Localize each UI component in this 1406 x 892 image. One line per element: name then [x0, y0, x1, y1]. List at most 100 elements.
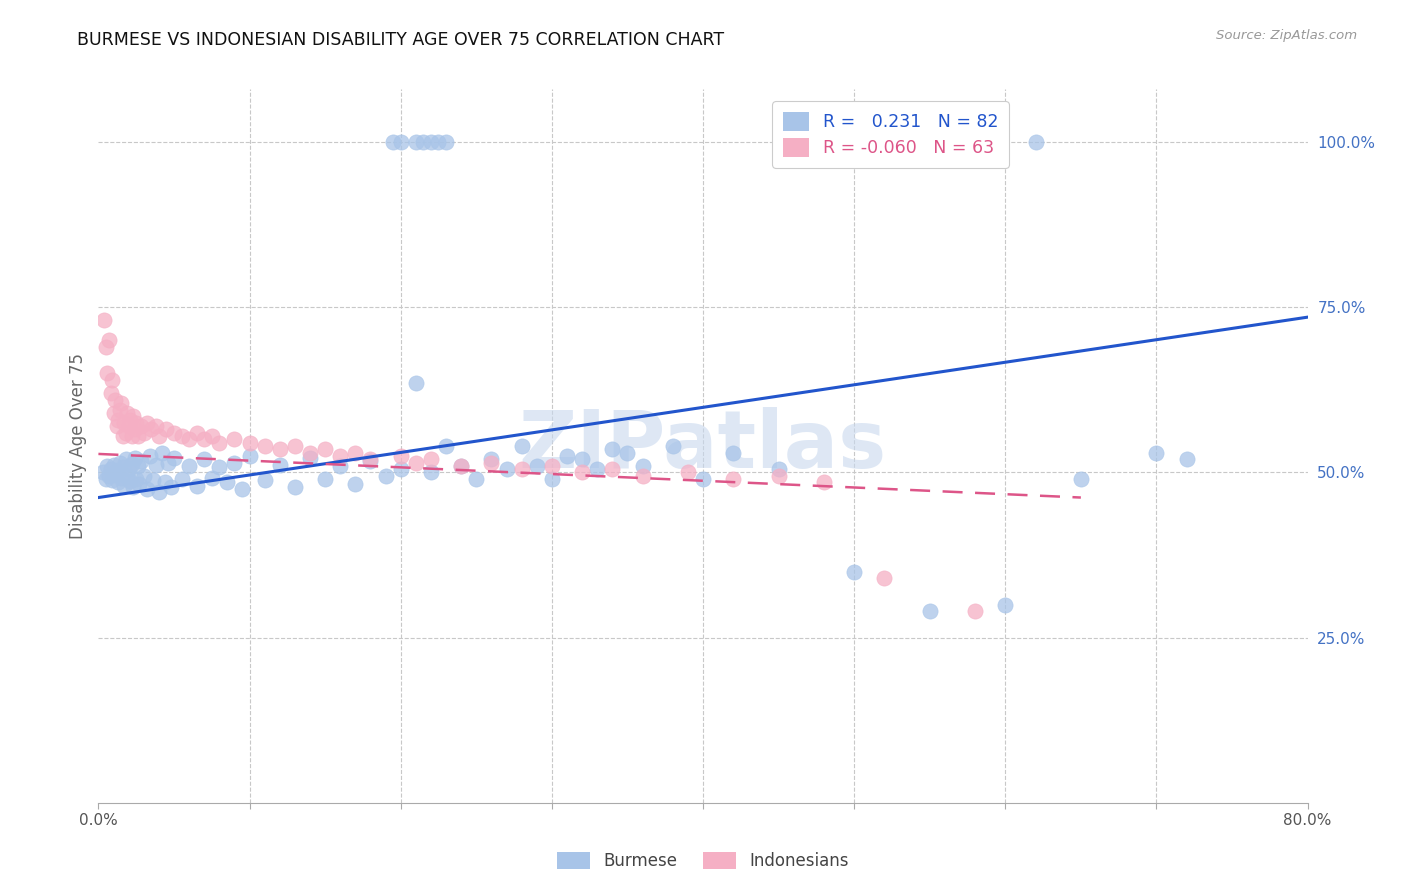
- Point: [103, 406, 125, 420]
- Point: [112, 478, 135, 492]
- Point: [465, 472, 488, 486]
- Point: [93, 313, 115, 327]
- Point: [156, 456, 179, 470]
- Point: [179, 433, 201, 447]
- Point: [382, 135, 405, 149]
- Point: [813, 475, 835, 490]
- Point: [103, 458, 125, 472]
- Point: [128, 476, 150, 491]
- Point: [586, 462, 609, 476]
- Point: [101, 474, 124, 488]
- Point: [142, 474, 165, 488]
- Point: [150, 445, 173, 459]
- Point: [96, 458, 118, 473]
- Point: [723, 445, 745, 459]
- Point: [253, 439, 276, 453]
- Point: [405, 135, 427, 149]
- Point: [481, 456, 503, 470]
- Point: [965, 604, 987, 618]
- Point: [108, 456, 131, 470]
- Legend: R =   0.231   N = 82, R = -0.060   N = 63: R = 0.231 N = 82, R = -0.060 N = 63: [772, 102, 1008, 168]
- Point: [284, 439, 307, 453]
- Point: [105, 419, 128, 434]
- Point: [118, 462, 141, 476]
- Point: [420, 466, 443, 480]
- Point: [389, 135, 412, 149]
- Text: BURMESE VS INDONESIAN DISABILITY AGE OVER 75 CORRELATION CHART: BURMESE VS INDONESIAN DISABILITY AGE OVE…: [77, 31, 724, 49]
- Point: [100, 386, 122, 401]
- Point: [111, 429, 134, 443]
- Point: [110, 471, 132, 485]
- Point: [141, 422, 163, 436]
- Point: [692, 472, 714, 486]
- Point: [135, 482, 157, 496]
- Point: [994, 598, 1017, 612]
- Point: [540, 472, 562, 486]
- Point: [170, 429, 193, 443]
- Point: [193, 452, 215, 467]
- Point: [510, 439, 533, 453]
- Point: [526, 458, 548, 473]
- Point: [186, 425, 208, 440]
- Point: [155, 422, 177, 436]
- Legend: Burmese, Indonesians: Burmese, Indonesians: [550, 845, 856, 877]
- Point: [120, 412, 142, 426]
- Point: [127, 458, 149, 473]
- Point: [602, 442, 624, 457]
- Point: [201, 429, 224, 443]
- Point: [118, 419, 141, 434]
- Point: [129, 419, 152, 434]
- Point: [231, 482, 253, 496]
- Point: [239, 435, 262, 450]
- Point: [186, 478, 208, 492]
- Point: [215, 475, 238, 490]
- Point: [299, 445, 322, 459]
- Point: [405, 376, 427, 391]
- Point: [616, 445, 638, 459]
- Point: [374, 468, 396, 483]
- Point: [94, 472, 117, 486]
- Point: [1175, 452, 1198, 467]
- Point: [631, 458, 654, 473]
- Point: [124, 450, 146, 465]
- Point: [571, 452, 593, 467]
- Point: [148, 429, 170, 443]
- Point: [107, 412, 129, 426]
- Point: [98, 333, 121, 347]
- Point: [768, 468, 790, 483]
- Point: [114, 425, 136, 440]
- Point: [179, 458, 201, 473]
- Point: [124, 422, 146, 436]
- Point: [132, 425, 155, 440]
- Point: [224, 456, 246, 470]
- Point: [193, 433, 215, 447]
- Point: [107, 475, 129, 490]
- Point: [1070, 472, 1092, 486]
- Point: [153, 475, 176, 490]
- Point: [145, 419, 167, 434]
- Point: [412, 135, 434, 149]
- Point: [844, 565, 866, 579]
- Point: [329, 458, 352, 473]
- Point: [125, 472, 148, 486]
- Point: [163, 425, 186, 440]
- Point: [104, 467, 127, 481]
- Point: [389, 462, 412, 476]
- Point: [121, 457, 143, 471]
- Point: [540, 458, 562, 473]
- Text: Source: ZipAtlas.com: Source: ZipAtlas.com: [1216, 29, 1357, 42]
- Point: [314, 442, 336, 457]
- Point: [139, 449, 162, 463]
- Point: [101, 373, 124, 387]
- Point: [661, 439, 683, 453]
- Point: [1144, 445, 1167, 459]
- Point: [434, 439, 457, 453]
- Point: [873, 571, 896, 585]
- Point: [132, 468, 155, 483]
- Point: [299, 450, 322, 465]
- Point: [571, 466, 593, 480]
- Point: [112, 416, 135, 430]
- Point: [135, 416, 157, 430]
- Point: [148, 485, 170, 500]
- Point: [163, 450, 186, 465]
